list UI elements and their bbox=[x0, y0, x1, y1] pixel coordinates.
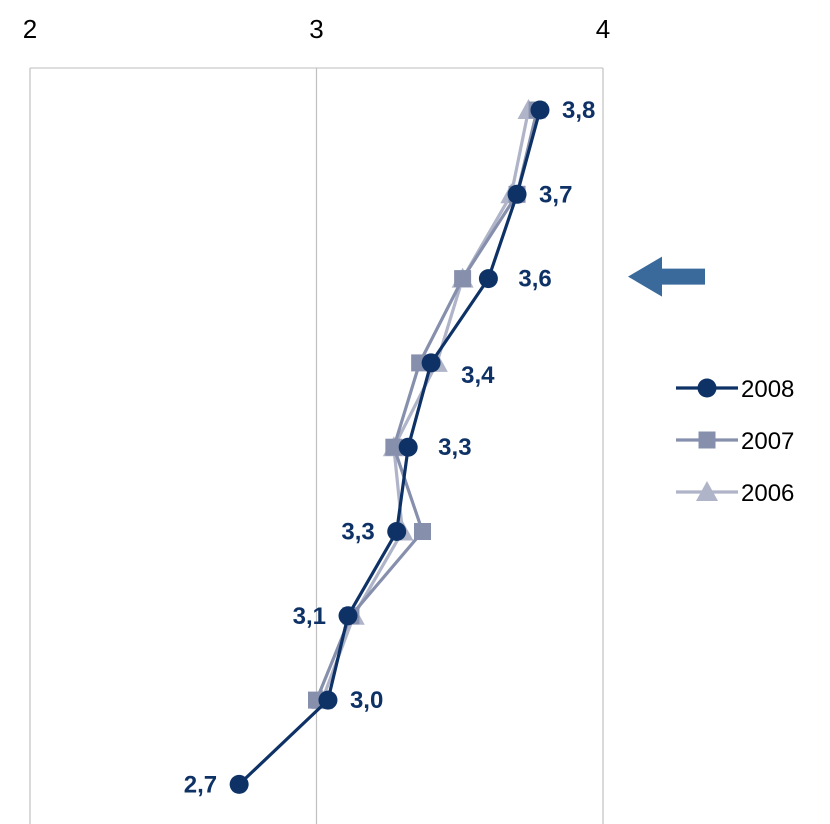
data-point-2008 bbox=[318, 690, 338, 710]
data-label: 3,1 bbox=[293, 603, 326, 630]
data-point-2007 bbox=[385, 438, 403, 456]
data-point-2007 bbox=[454, 270, 472, 288]
highlight-arrow-icon bbox=[628, 256, 705, 297]
data-label: 3,6 bbox=[518, 266, 551, 293]
x-tick-label: 3 bbox=[309, 14, 323, 44]
data-point-2008 bbox=[398, 437, 418, 457]
data-label: 3,4 bbox=[461, 362, 495, 389]
legend-marker bbox=[697, 378, 717, 398]
gridlines bbox=[29, 67, 604, 824]
data-label: 3,3 bbox=[438, 434, 471, 461]
data-point-2008 bbox=[229, 774, 249, 794]
series-layer bbox=[229, 99, 550, 794]
data-label: 3,3 bbox=[341, 519, 374, 546]
data-point-2008 bbox=[338, 606, 358, 626]
x-tick-label: 4 bbox=[596, 14, 610, 44]
data-point-2008 bbox=[478, 269, 498, 289]
series-2008 bbox=[229, 100, 550, 794]
data-point-2007 bbox=[414, 523, 432, 540]
data-point-2008 bbox=[530, 100, 550, 120]
x-tick-label: 2 bbox=[23, 14, 37, 44]
legend-label: 2006 bbox=[741, 480, 794, 507]
data-label: 3,7 bbox=[539, 181, 572, 208]
highlight-arrow-layer bbox=[628, 256, 705, 297]
legend-label: 2008 bbox=[741, 376, 794, 403]
data-point-2008 bbox=[421, 353, 441, 373]
legend-marker bbox=[698, 431, 716, 449]
legend-marker bbox=[696, 481, 718, 501]
legend-label: 2007 bbox=[741, 428, 794, 455]
data-label: 3,0 bbox=[350, 687, 383, 714]
legend-item-2007: 2007 bbox=[676, 428, 794, 455]
series-line-2007 bbox=[315, 109, 539, 701]
data-labels: 3,8 3,7 3,6 3,4 3,3 3,3 3,1 3,0 2,7 bbox=[184, 97, 596, 798]
data-point-2008 bbox=[387, 522, 407, 541]
legend: 2008 2007 2006 bbox=[676, 376, 794, 507]
legend-item-2008: 2008 bbox=[676, 376, 794, 403]
data-label: 3,8 bbox=[562, 97, 595, 124]
x-axis-ticks: 2 3 4 bbox=[23, 14, 610, 44]
legend-item-2006: 2006 bbox=[676, 480, 794, 507]
data-point-2008 bbox=[507, 184, 527, 204]
data-label: 2,7 bbox=[184, 771, 217, 798]
